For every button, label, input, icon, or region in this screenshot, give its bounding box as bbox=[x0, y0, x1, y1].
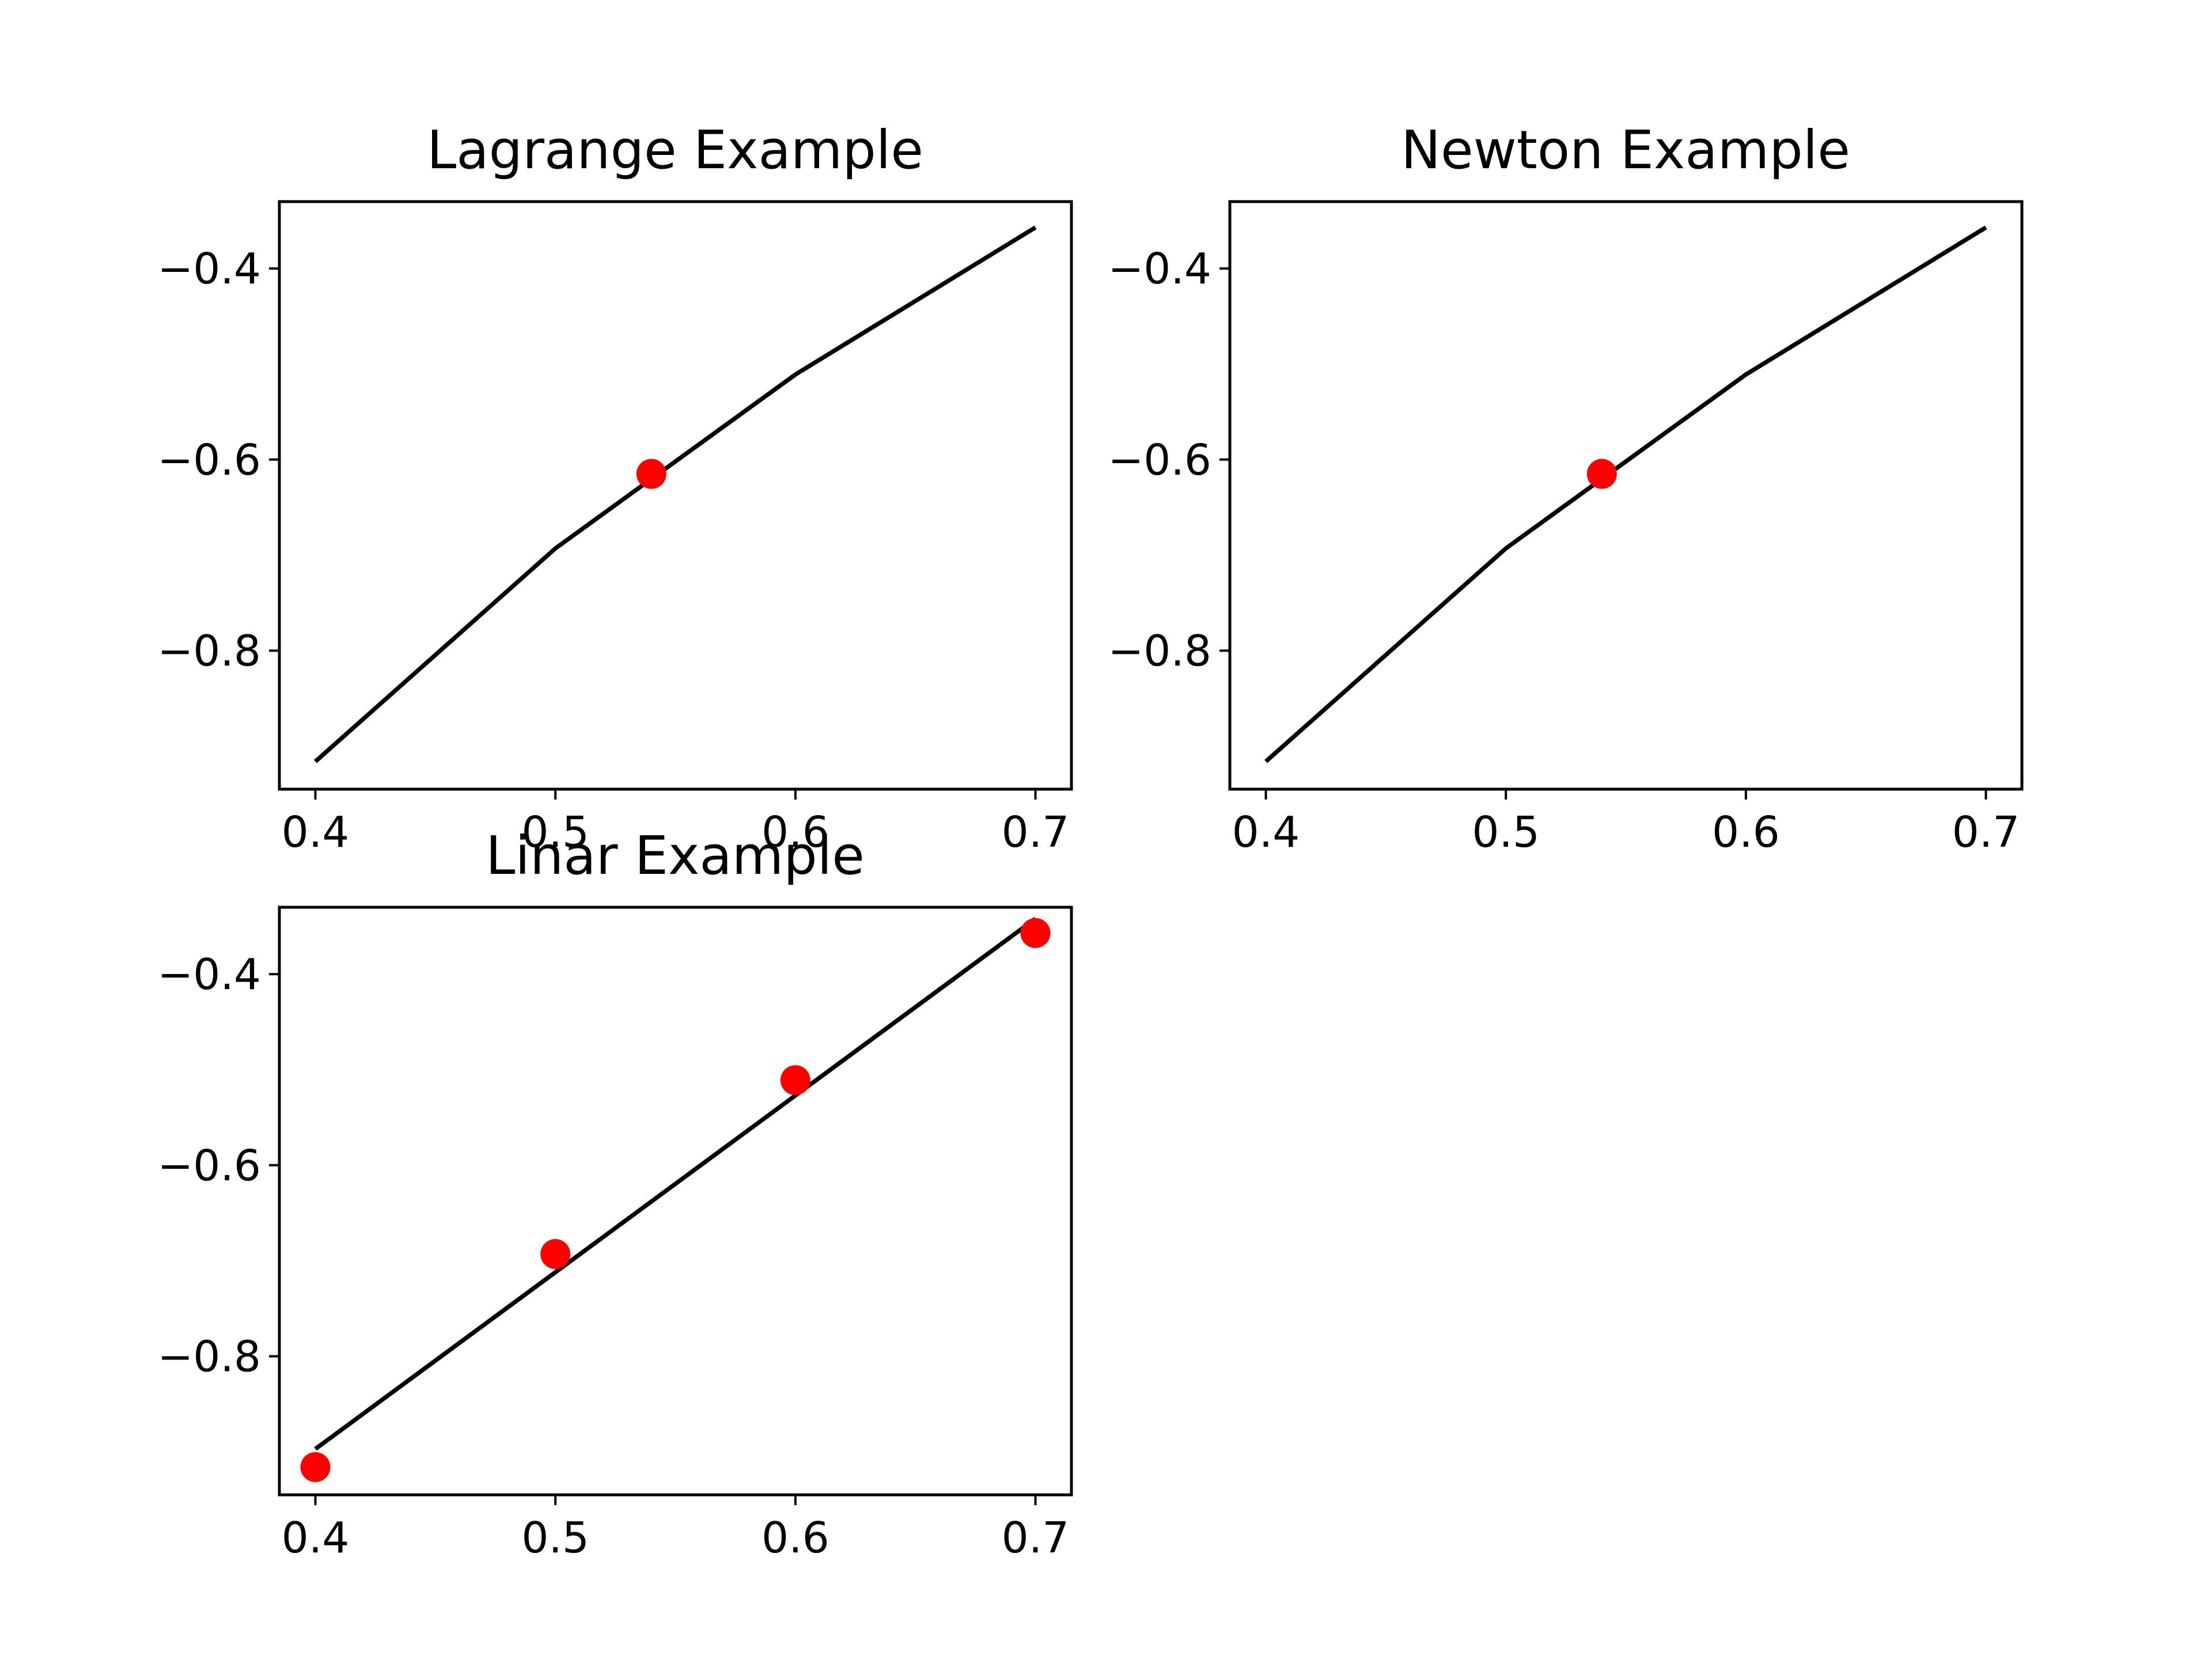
x-tick-label: 0.5 bbox=[521, 808, 589, 857]
x-tick-label: 0.4 bbox=[282, 808, 350, 857]
series-line bbox=[314, 225, 1037, 763]
x-tick-label: 0.7 bbox=[1952, 808, 2020, 857]
y-tick-label: −0.4 bbox=[157, 244, 261, 294]
series-line bbox=[1264, 225, 1987, 763]
x-tick-label: 0.5 bbox=[521, 1513, 589, 1563]
y-tick-label: −0.8 bbox=[157, 627, 261, 676]
y-tick-label: −0.8 bbox=[157, 1332, 261, 1382]
y-tick-label: −0.6 bbox=[157, 435, 261, 485]
subplot-title: Newton Example bbox=[1401, 119, 1850, 181]
y-tick-label: −0.6 bbox=[157, 1141, 261, 1191]
y-tick-label: −0.6 bbox=[1108, 435, 1211, 485]
linear-subplot: Linar Example 0.4 0.5 0.6 0.7 −0.4 −0.6 −0.8 bbox=[157, 825, 1073, 1563]
y-tick-label: −0.4 bbox=[157, 950, 261, 999]
data-point bbox=[1586, 459, 1617, 489]
data-point bbox=[636, 459, 666, 489]
axes-frame bbox=[278, 200, 1073, 791]
x-tick-label: 0.7 bbox=[1002, 1513, 1070, 1563]
x-tick-label: 0.4 bbox=[1232, 808, 1300, 857]
data-point bbox=[780, 1065, 810, 1096]
subplot-title: Lagrange Example bbox=[427, 119, 923, 181]
y-tick-label: −0.4 bbox=[1108, 244, 1211, 294]
x-tick-label: 0.6 bbox=[1712, 808, 1780, 857]
series-line bbox=[314, 916, 1037, 1451]
axes-frame bbox=[1228, 200, 2024, 791]
data-point bbox=[300, 1452, 331, 1482]
data-point bbox=[1020, 918, 1051, 948]
newton-subplot: Newton Example 0.4 0.5 0.6 0.7 −0.4 −0.6 −0.8 bbox=[1108, 119, 2024, 857]
y-tick-label: −0.8 bbox=[1108, 627, 1211, 676]
x-tick-label: 0.6 bbox=[762, 808, 830, 857]
x-tick-label: 0.5 bbox=[1472, 808, 1540, 857]
x-tick-label: 0.7 bbox=[1002, 808, 1070, 857]
data-point bbox=[540, 1239, 571, 1270]
x-tick-label: 0.4 bbox=[282, 1513, 350, 1563]
x-tick-label: 0.6 bbox=[762, 1513, 830, 1563]
lagrange-subplot: Lagrange Example 0.4 0.5 0.6 0.7 −0.4 −0.6 −0.… bbox=[157, 119, 1073, 857]
subplot-title: Linar Example bbox=[486, 825, 865, 887]
axes-frame bbox=[278, 906, 1073, 1497]
